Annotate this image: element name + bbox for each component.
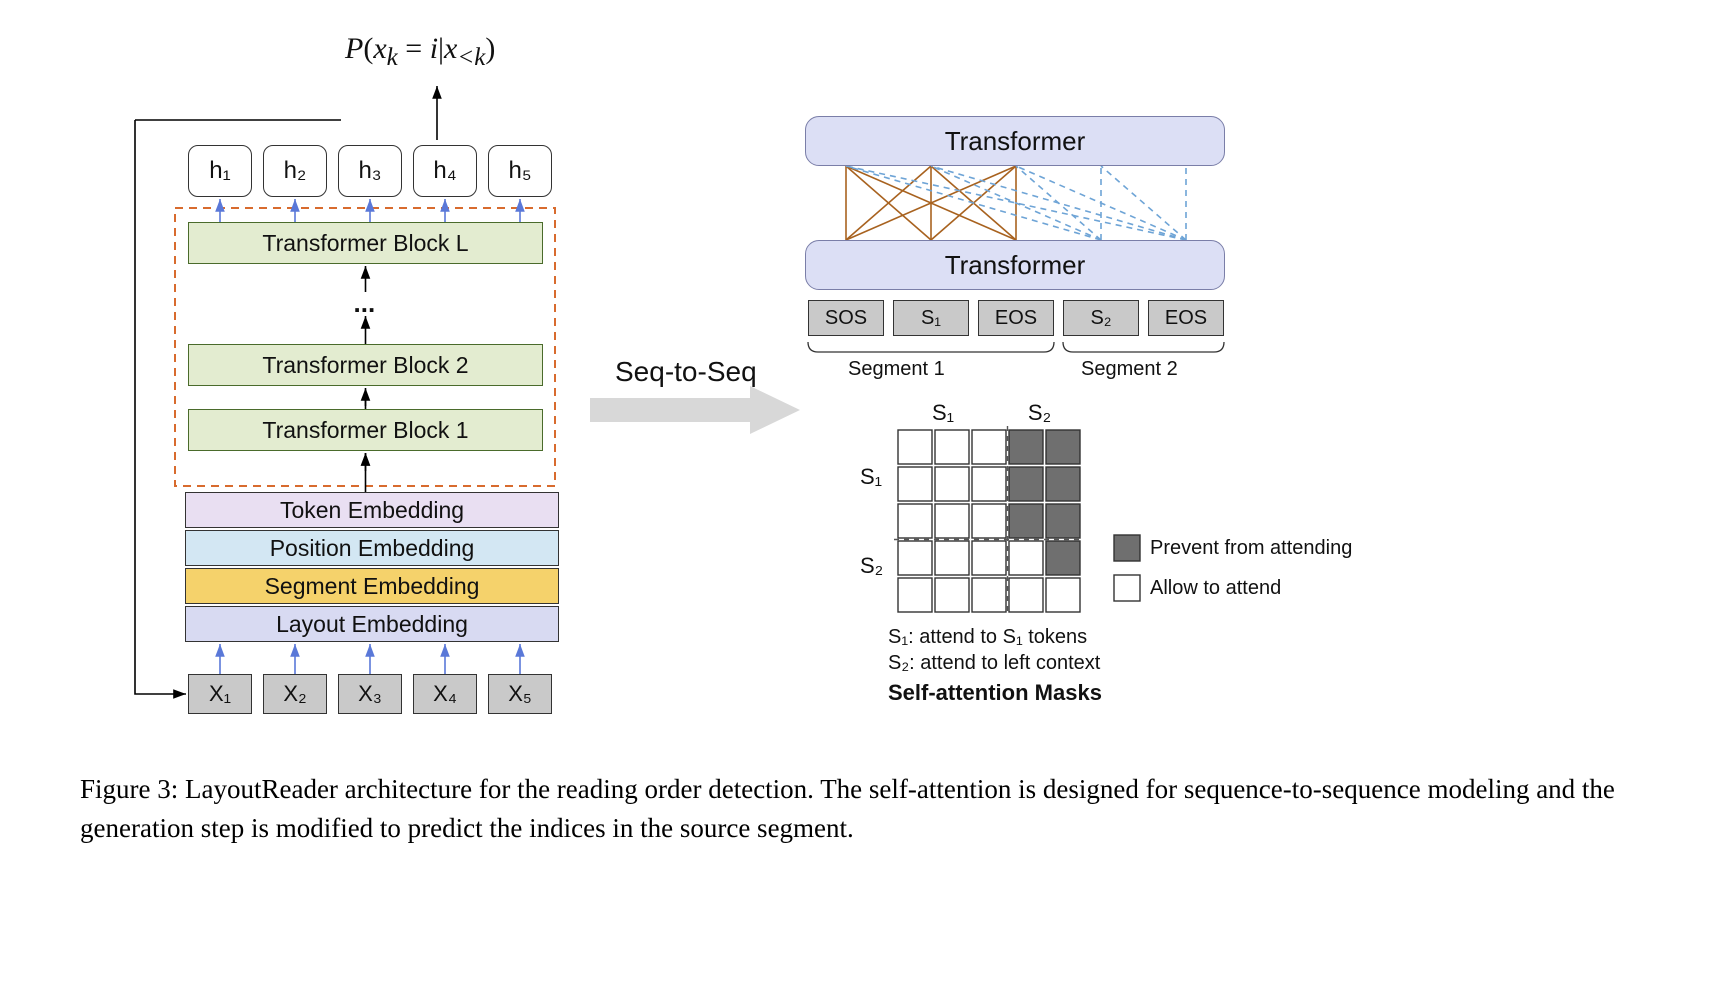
legend-allow: Allow to attend bbox=[1150, 577, 1281, 600]
seq-input-2: EOS bbox=[978, 300, 1054, 336]
embed-block-0: Token Embedding bbox=[185, 492, 559, 528]
h-box-4: h₅ bbox=[488, 145, 552, 197]
transformer-block-1: Transformer Block 2 bbox=[188, 344, 543, 386]
segment1-label: Segment 1 bbox=[848, 358, 945, 381]
seq-input-0: SOS bbox=[808, 300, 884, 336]
transformer-ellipsis: ... bbox=[354, 288, 376, 319]
seq2seq-label: Seq-to-Seq bbox=[615, 356, 757, 388]
h-box-1: h₂ bbox=[263, 145, 327, 197]
h-box-0: h₁ bbox=[188, 145, 252, 197]
mask-caption-2: S₂: attend to left context bbox=[888, 652, 1100, 675]
right-transformer-0: Transformer bbox=[805, 116, 1225, 166]
seq-input-3: S₂ bbox=[1063, 300, 1139, 336]
x-box-2: X₃ bbox=[338, 674, 402, 714]
seq-input-4: EOS bbox=[1148, 300, 1224, 336]
transformer-block-2: Transformer Block 1 bbox=[188, 409, 543, 451]
x-box-4: X₅ bbox=[488, 674, 552, 714]
mask-row-s1: S₁ bbox=[860, 464, 882, 490]
x-box-1: X₂ bbox=[263, 674, 327, 714]
h-box-3: h₄ bbox=[413, 145, 477, 197]
figure-caption: Figure 3: LayoutReader architecture for … bbox=[80, 770, 1630, 848]
embed-block-3: Layout Embedding bbox=[185, 606, 559, 642]
mask-title: Self-attention Masks bbox=[888, 680, 1102, 706]
x-box-3: X₄ bbox=[413, 674, 477, 714]
x-box-0: X₁ bbox=[188, 674, 252, 714]
h-box-2: h₃ bbox=[338, 145, 402, 197]
right-transformer-1: Transformer bbox=[805, 240, 1225, 290]
mask-col-s2: S₂ bbox=[1028, 400, 1051, 426]
mask-row-s2: S₂ bbox=[860, 553, 883, 579]
mask-col-s1: S₁ bbox=[932, 400, 954, 426]
embed-block-1: Position Embedding bbox=[185, 530, 559, 566]
figure-stage: Figure 3: LayoutReader architecture for … bbox=[0, 0, 1728, 1006]
prob-formula: P(xk = i|x<k) bbox=[345, 32, 495, 72]
mask-caption-1: S₁: attend to S₁ tokens bbox=[888, 626, 1087, 649]
transformer-block-0: Transformer Block L bbox=[188, 222, 543, 264]
segment2-label: Segment 2 bbox=[1081, 358, 1178, 381]
seq-input-1: S₁ bbox=[893, 300, 969, 336]
embed-block-2: Segment Embedding bbox=[185, 568, 559, 604]
legend-prevent: Prevent from attending bbox=[1150, 537, 1352, 560]
